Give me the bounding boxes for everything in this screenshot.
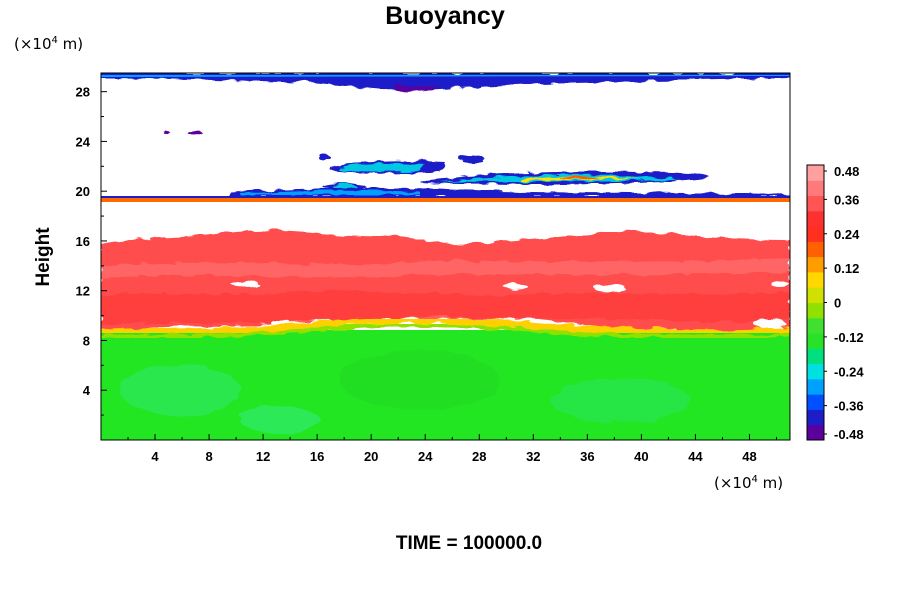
colorbar-swatch bbox=[807, 394, 824, 410]
x-tick-label: 12 bbox=[256, 449, 270, 464]
colorbar-tick-label: 0.36 bbox=[834, 192, 859, 207]
colorbar-swatch bbox=[807, 424, 824, 441]
x-tick-label: 28 bbox=[472, 449, 486, 464]
y-tick-label: 8 bbox=[83, 333, 90, 348]
x-tick-label: 40 bbox=[634, 449, 648, 464]
x-tick-label: 44 bbox=[688, 449, 703, 464]
y-tick-label: 20 bbox=[76, 184, 90, 199]
y-tick-label: 28 bbox=[76, 85, 90, 100]
y-tick-label: 4 bbox=[83, 383, 91, 398]
y-tick-label: 12 bbox=[76, 284, 90, 299]
colorbar-swatch bbox=[807, 195, 824, 212]
y-tick-label: 16 bbox=[76, 234, 90, 249]
time-label: TIME = 100000.0 bbox=[396, 533, 542, 554]
x-tick-label: 36 bbox=[580, 449, 594, 464]
tropopause-line bbox=[101, 198, 790, 202]
colorbar-swatch bbox=[807, 363, 824, 380]
colorbar-swatch bbox=[807, 241, 824, 258]
colorbar-swatch bbox=[807, 348, 824, 365]
model-top-band bbox=[101, 73, 790, 92]
colorbar-tick-label: 0 bbox=[834, 296, 841, 311]
colorbar-swatch bbox=[807, 210, 824, 227]
x-tick-label: 32 bbox=[526, 449, 540, 464]
colorbar-swatch bbox=[807, 256, 824, 273]
colorbar-swatch bbox=[807, 287, 824, 303]
x-tick-label: 48 bbox=[742, 449, 756, 464]
x-unit-label: (×104 m) bbox=[714, 474, 783, 492]
colorbar-swatch bbox=[807, 378, 824, 395]
colorbar-swatch bbox=[807, 180, 824, 197]
y-tick-label: 24 bbox=[76, 134, 91, 149]
x-tick-label: 4 bbox=[151, 449, 159, 464]
y-axis-label: Height bbox=[33, 227, 54, 287]
y-unit-label: (×104 m) bbox=[14, 35, 83, 53]
colorbar-tick-label: 0.12 bbox=[834, 261, 859, 276]
colorbar-tick-label: -0.36 bbox=[834, 399, 864, 414]
colorbar-tick-label: 0.24 bbox=[834, 227, 860, 242]
colorbar-tick-label: -0.48 bbox=[834, 427, 864, 442]
colorbar-swatch bbox=[807, 302, 824, 319]
colorbar-swatch bbox=[807, 271, 824, 288]
chart-title: Buoyancy bbox=[385, 2, 505, 30]
colorbar: 0.48 0.36 0.24 0.12 0 -0.12 -0.24 -0.36 -0.48 bbox=[806, 164, 864, 442]
colorbar-tick-label: -0.12 bbox=[834, 330, 864, 345]
x-tick-label: 24 bbox=[418, 449, 433, 464]
colorbar-tick-label: 0.48 bbox=[834, 164, 859, 179]
heatmap-field bbox=[101, 73, 790, 440]
upper-features bbox=[164, 130, 710, 189]
colorbar-swatch bbox=[807, 165, 824, 181]
colorbar-swatch bbox=[807, 409, 824, 426]
plot-frame bbox=[100, 72, 791, 441]
colorbar-swatch bbox=[807, 333, 824, 349]
x-tick-label: 8 bbox=[205, 449, 212, 464]
x-tick-label: 16 bbox=[310, 449, 324, 464]
colorbar-swatch bbox=[807, 317, 824, 334]
colorbar-swatch bbox=[807, 226, 824, 242]
colorbar-tick-label: -0.24 bbox=[834, 364, 864, 379]
x-tick-label: 20 bbox=[364, 449, 378, 464]
